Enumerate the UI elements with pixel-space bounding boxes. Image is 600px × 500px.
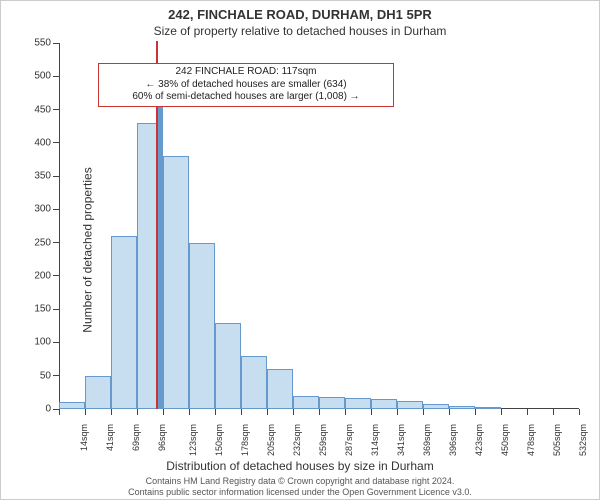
x-tick-label: 69sqm xyxy=(131,424,141,451)
x-tick-label: 150sqm xyxy=(214,424,224,456)
histogram-bar xyxy=(215,323,241,410)
y-tick-label: 500 xyxy=(34,71,51,82)
x-tick xyxy=(59,409,60,415)
x-tick xyxy=(241,409,242,415)
histogram-bar xyxy=(475,407,501,409)
x-tick-label: 450sqm xyxy=(500,424,510,456)
footer-line-1: Contains HM Land Registry data © Crown c… xyxy=(1,476,599,486)
y-tick-label: 350 xyxy=(34,171,51,182)
histogram-bar xyxy=(59,402,85,409)
y-tick-label: 450 xyxy=(34,104,51,115)
annotation-line: 60% of semi-detached houses are larger (… xyxy=(103,91,389,104)
footer-line-2: Contains public sector information licen… xyxy=(1,487,599,497)
histogram-bar xyxy=(371,399,397,409)
x-tick xyxy=(527,409,528,415)
y-tick-label: 550 xyxy=(34,38,51,49)
y-tick xyxy=(53,242,59,243)
x-tick-label: 369sqm xyxy=(422,424,432,456)
histogram-bar xyxy=(85,376,111,409)
histogram-bar xyxy=(449,406,475,409)
y-tick-label: 0 xyxy=(45,404,51,415)
x-tick-label: 205sqm xyxy=(266,424,276,456)
histogram-bar xyxy=(423,404,449,409)
histogram-bar xyxy=(163,156,189,409)
histogram-bar xyxy=(267,369,293,409)
histogram-bar xyxy=(397,401,423,409)
x-tick-label: 178sqm xyxy=(240,424,250,456)
x-tick xyxy=(267,409,268,415)
x-tick xyxy=(215,409,216,415)
x-tick xyxy=(501,409,502,415)
histogram-chart: 05010015020025030035040045050055014sqm41… xyxy=(59,43,579,409)
y-tick xyxy=(53,342,59,343)
x-tick xyxy=(189,409,190,415)
y-tick-label: 50 xyxy=(40,370,51,381)
y-tick-label: 400 xyxy=(34,137,51,148)
x-tick xyxy=(111,409,112,415)
y-tick xyxy=(53,176,59,177)
histogram-bar xyxy=(137,123,157,409)
x-tick xyxy=(579,409,580,415)
histogram-bar xyxy=(241,356,267,409)
y-axis-line xyxy=(59,43,60,409)
page-subtitle: Size of property relative to detached ho… xyxy=(1,24,599,38)
y-tick-label: 100 xyxy=(34,337,51,348)
y-tick-label: 300 xyxy=(34,204,51,215)
annotation-line: ← 38% of detached houses are smaller (63… xyxy=(103,79,389,92)
x-tick-label: 41sqm xyxy=(105,424,115,451)
annotation-box: 242 FINCHALE ROAD: 117sqm← 38% of detach… xyxy=(98,63,394,107)
histogram-bar xyxy=(345,398,371,409)
y-tick xyxy=(53,309,59,310)
y-tick xyxy=(53,375,59,376)
y-tick-label: 250 xyxy=(34,237,51,248)
y-tick-label: 200 xyxy=(34,270,51,281)
y-tick xyxy=(53,43,59,44)
x-tick-label: 96sqm xyxy=(157,424,167,451)
x-tick xyxy=(553,409,554,415)
x-tick-label: 123sqm xyxy=(188,424,198,456)
histogram-bar xyxy=(293,396,319,409)
x-tick xyxy=(85,409,86,415)
x-tick xyxy=(319,409,320,415)
x-tick xyxy=(345,409,346,415)
x-axis-label: Distribution of detached houses by size … xyxy=(1,459,599,473)
x-tick-label: 14sqm xyxy=(79,424,89,451)
x-tick-label: 423sqm xyxy=(474,424,484,456)
y-tick xyxy=(53,109,59,110)
page-title: 242, FINCHALE ROAD, DURHAM, DH1 5PR xyxy=(1,7,599,22)
x-tick xyxy=(423,409,424,415)
histogram-bar xyxy=(189,243,215,409)
x-tick xyxy=(293,409,294,415)
x-tick xyxy=(449,409,450,415)
x-tick xyxy=(163,409,164,415)
x-tick-label: 314sqm xyxy=(370,424,380,456)
attribution-footer: Contains HM Land Registry data © Crown c… xyxy=(1,476,599,497)
x-tick xyxy=(397,409,398,415)
x-tick-label: 505sqm xyxy=(552,424,562,456)
x-tick-label: 232sqm xyxy=(292,424,302,456)
x-tick xyxy=(475,409,476,415)
x-tick-label: 478sqm xyxy=(526,424,536,456)
y-tick xyxy=(53,275,59,276)
x-tick-label: 396sqm xyxy=(448,424,458,456)
x-tick-label: 287sqm xyxy=(344,424,354,456)
y-tick-label: 150 xyxy=(34,304,51,315)
histogram-bar xyxy=(319,397,345,409)
x-tick-label: 532sqm xyxy=(578,424,588,456)
histogram-bar xyxy=(111,236,137,409)
y-tick xyxy=(53,209,59,210)
annotation-line: 242 FINCHALE ROAD: 117sqm xyxy=(103,66,389,79)
x-tick xyxy=(371,409,372,415)
x-tick-label: 259sqm xyxy=(318,424,328,456)
y-tick xyxy=(53,76,59,77)
x-tick-label: 341sqm xyxy=(396,424,406,456)
y-tick xyxy=(53,142,59,143)
x-tick xyxy=(137,409,138,415)
